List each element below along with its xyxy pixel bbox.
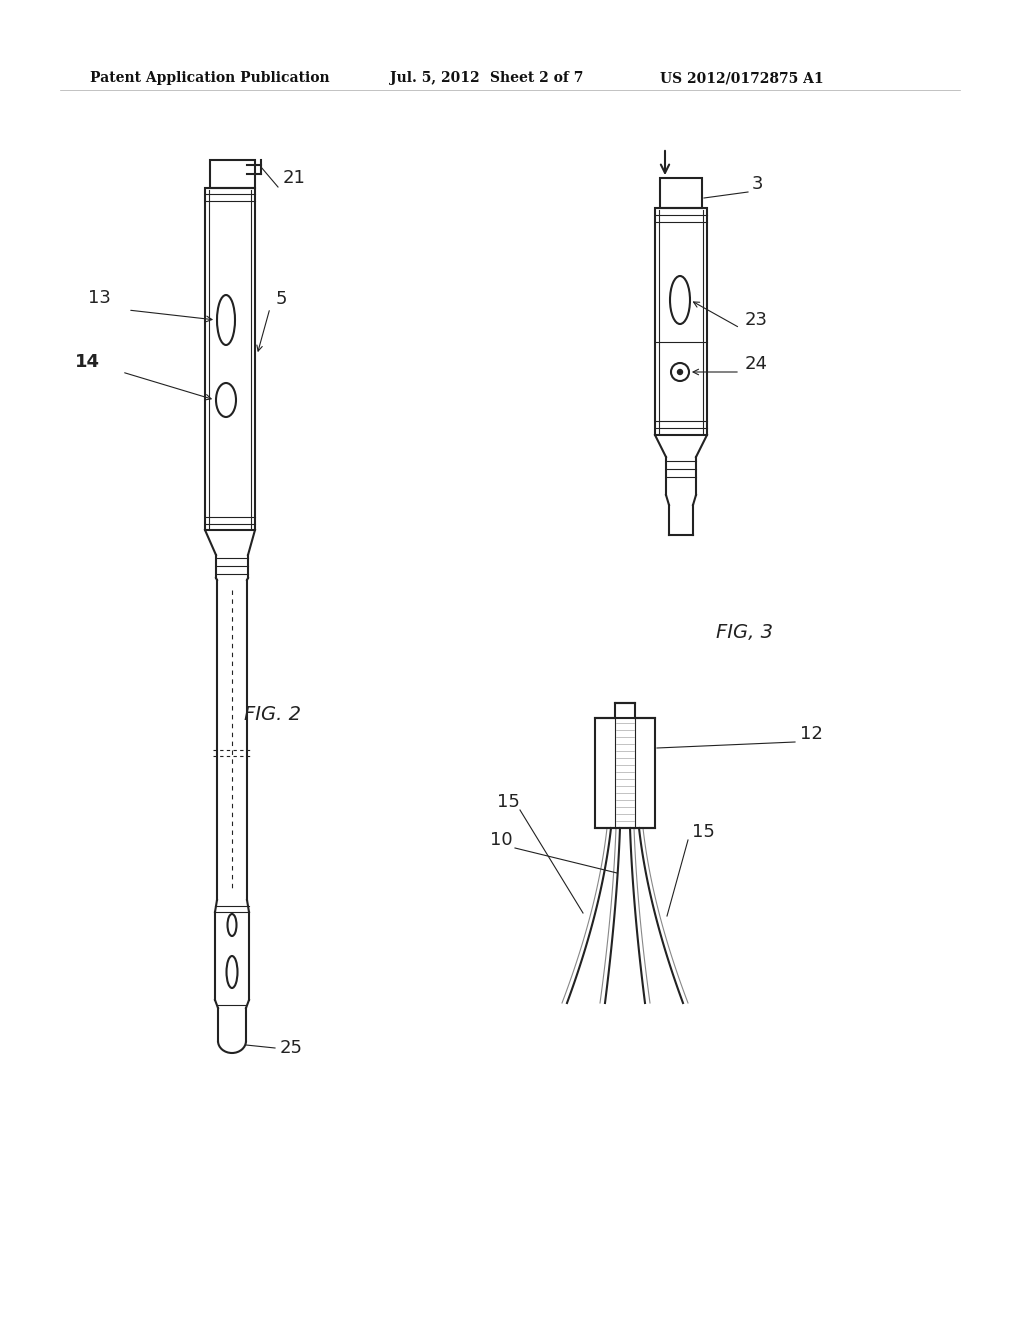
- Text: 15: 15: [497, 793, 520, 810]
- Text: 21: 21: [283, 169, 306, 187]
- Text: 23: 23: [745, 312, 768, 329]
- Text: Patent Application Publication: Patent Application Publication: [90, 71, 330, 84]
- Text: 15: 15: [692, 822, 715, 841]
- Text: 12: 12: [800, 725, 823, 743]
- Circle shape: [678, 370, 683, 375]
- Text: US 2012/0172875 A1: US 2012/0172875 A1: [660, 71, 823, 84]
- Text: 14: 14: [75, 352, 100, 371]
- Text: FIG. 2: FIG. 2: [244, 705, 300, 725]
- Text: Sheet 2 of 7: Sheet 2 of 7: [490, 71, 584, 84]
- Text: 10: 10: [490, 832, 513, 849]
- Text: 5: 5: [276, 290, 288, 308]
- Text: FIG, 3: FIG, 3: [717, 623, 773, 643]
- Text: 3: 3: [752, 176, 764, 193]
- Text: 13: 13: [88, 289, 111, 308]
- Text: Jul. 5, 2012: Jul. 5, 2012: [390, 71, 479, 84]
- Text: 25: 25: [280, 1039, 303, 1057]
- Text: 24: 24: [745, 355, 768, 374]
